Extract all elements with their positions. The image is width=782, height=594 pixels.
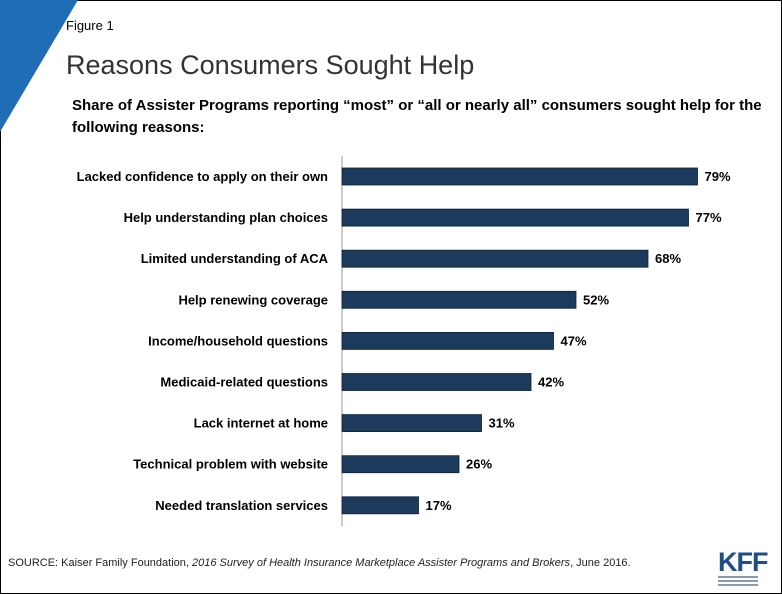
source-note: SOURCE: Kaiser Family Foundation, 2016 S… xyxy=(8,556,708,571)
category-label: Income/household questions xyxy=(148,333,328,348)
category-label: Medicaid-related questions xyxy=(160,375,328,390)
bar xyxy=(341,455,460,474)
value-label: 52% xyxy=(583,292,609,307)
kff-logo: KFF xyxy=(718,547,774,586)
logo-lines xyxy=(718,576,774,586)
value-label: 42% xyxy=(538,375,564,390)
value-label: 68% xyxy=(655,251,681,266)
bar xyxy=(341,373,532,391)
source-prefix: SOURCE: Kaiser Family Foundation, xyxy=(8,557,193,569)
corner-accent xyxy=(0,0,78,132)
value-label: 17% xyxy=(426,498,452,513)
value-label: 79% xyxy=(705,169,731,184)
bar xyxy=(341,249,649,268)
chart-title: Reasons Consumers Sought Help xyxy=(66,50,475,80)
value-label: 31% xyxy=(489,416,515,431)
category-label: Lacked confidence to apply on their own xyxy=(77,169,328,184)
bar xyxy=(341,414,482,433)
category-label: Help understanding plan choices xyxy=(124,210,328,225)
source-title: 2016 Survey of Health Insurance Marketpl… xyxy=(192,557,571,569)
value-label: 26% xyxy=(466,457,492,472)
bar xyxy=(341,208,689,227)
category-label: Technical problem with website xyxy=(133,457,328,472)
chart-subtitle: Share of Assister Programs reporting “mo… xyxy=(72,97,762,136)
category-label: Help renewing coverage xyxy=(178,292,328,307)
value-label: 47% xyxy=(561,333,587,348)
bar xyxy=(341,290,577,309)
category-label: Lack internet at home xyxy=(194,416,328,431)
category-label: Needed translation services xyxy=(155,498,328,513)
category-label: Limited understanding of ACA xyxy=(141,251,329,266)
bar xyxy=(341,167,698,186)
logo-text: KFF xyxy=(718,547,768,577)
figure-label: Figure 1 xyxy=(66,18,114,33)
value-label: 77% xyxy=(696,210,722,225)
bar xyxy=(341,331,554,350)
bar-chart: Lacked confidence to apply on their own 7… xyxy=(77,156,731,526)
source-suffix: , June 2016. xyxy=(570,557,631,569)
bar xyxy=(341,496,419,515)
